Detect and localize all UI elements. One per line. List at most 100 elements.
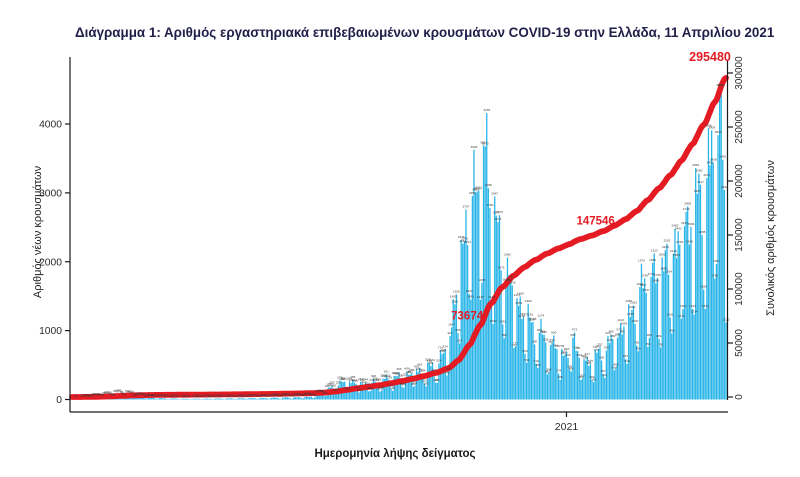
bar-value-label: 785 [634,340,639,344]
bar-value-label: 531 [430,358,435,362]
bar [567,357,569,400]
bar-value-label: 968 [537,328,542,332]
bar [443,352,445,400]
bar-value-label: 13 [290,394,294,398]
bar-value-label: 81 [113,389,117,393]
bar-value-label: 16 [227,393,231,397]
bar [304,397,306,400]
bar [481,282,483,400]
bar-value-label: 396 [396,367,401,371]
bar [347,391,349,400]
bar [151,397,153,400]
bar-value-label: 75 [115,389,119,393]
bar-value-label: 880 [610,334,615,338]
bar [667,274,670,400]
bar [259,397,261,400]
bar-value-label: 71 [125,390,129,394]
bar [659,347,662,400]
bar [473,149,475,400]
bar-value-label: 708 [604,346,609,350]
bar [423,383,426,400]
bar [175,398,177,400]
bar [454,304,456,400]
line-annotations: 73674 147546 295480 [451,50,731,323]
bar-value-label: 25 [134,393,138,397]
bar-value-label: 243 [369,378,374,382]
bar [474,192,477,400]
bar-value-label: 519 [427,359,432,363]
bar-value-label: 1168 [518,314,525,318]
bar [409,374,411,400]
bar [438,363,440,400]
bar-value-label: 676 [441,348,446,352]
bar [661,257,663,400]
bar-value-label: 966 [455,328,460,332]
bar-value-label: 563 [583,356,588,360]
bar [463,241,466,400]
bar [358,392,360,400]
bar [173,398,175,400]
bar [257,398,260,400]
bar [608,343,611,400]
line-annotation: 147546 [576,216,614,228]
bars-layer [71,88,727,400]
bar-value-label: 9 [247,394,249,398]
bar [675,258,678,400]
bar-value-label: 4159 [483,108,490,112]
bar-value-label: 336 [395,371,400,375]
bar [431,362,434,400]
bar [160,397,162,400]
bar-value-label: 192 [424,381,429,385]
bar-value-label: 724 [443,345,448,349]
bar-value-label: 19 [300,393,304,397]
bar-value-label: 190 [365,381,370,385]
bar [497,222,499,400]
bar-value-label: 210 [361,380,366,384]
bar-value-label: 374 [420,369,425,373]
bar [466,245,469,400]
bar-value-label: 12 [268,394,272,398]
bar-value-label: 1686 [652,278,659,282]
bar-value-label: 11 [192,394,195,398]
bar-value-label: 2506 [687,222,694,226]
bar-value-label: 3626 [471,145,478,149]
bar [575,350,577,400]
bar-value-label: 1741 [507,275,514,279]
bar [176,398,178,400]
bar-value-label: 1760 [641,273,648,277]
bar [553,335,555,400]
bar-value-label: 664 [522,349,527,353]
bar-value-label: 2987 [694,189,701,193]
bar-value-label: 260 [372,377,377,381]
bar-value-label: 11 [220,394,223,398]
bar [395,375,397,400]
bar [401,386,403,400]
bar [369,391,371,400]
bar [398,372,400,400]
bar [210,398,212,400]
right-axis-tick-label: 200000 [734,164,745,198]
bar-value-label: 3909 [708,125,715,129]
bar-value-label: 486 [586,361,591,365]
bar [527,303,529,400]
bar-value-label: 1455 [450,294,457,298]
bar-value-label: 515 [588,359,593,363]
bar-value-label: 486 [428,361,433,365]
bar-value-label: 7 [168,394,170,398]
bar-value-label: 88 [117,388,121,392]
bar [669,317,671,400]
bar [336,392,338,400]
bar-value-label: 374 [556,369,561,373]
bar-value-label: 283 [578,375,583,379]
bar [597,349,600,400]
bar [235,398,237,400]
bar-value-label: 238 [349,378,354,382]
bar [312,397,314,400]
bar [197,398,199,400]
bar-value-label: 282 [589,375,594,379]
bar-value-label: 78 [319,389,323,393]
right-axis-tick-label: 150000 [734,218,745,252]
bar-value-label: 756 [658,342,663,346]
bar [511,285,513,400]
bar [323,395,325,400]
